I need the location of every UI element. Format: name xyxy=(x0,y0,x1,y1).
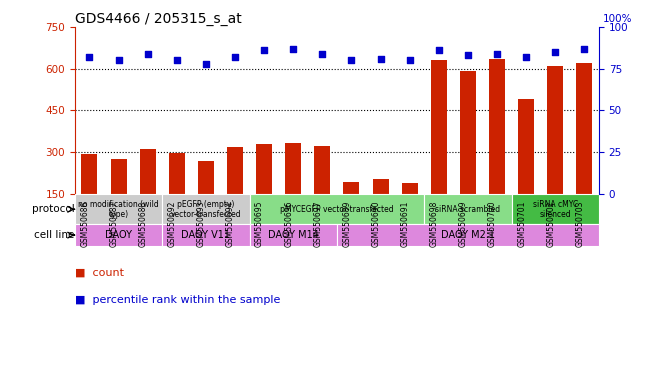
Point xyxy=(259,47,270,53)
Bar xyxy=(198,161,214,194)
Point xyxy=(376,56,386,62)
Point xyxy=(404,57,415,63)
Point xyxy=(201,61,211,67)
Bar xyxy=(169,153,185,194)
Point xyxy=(579,46,590,52)
Point xyxy=(230,54,240,60)
Bar xyxy=(162,225,249,246)
Point xyxy=(143,51,153,57)
Point xyxy=(434,47,444,53)
Point xyxy=(492,51,502,57)
Text: siRNA scrambled: siRNA scrambled xyxy=(436,205,501,214)
Text: no modification (wild
type): no modification (wild type) xyxy=(78,200,159,219)
Point xyxy=(84,54,94,60)
Text: ■  percentile rank within the sample: ■ percentile rank within the sample xyxy=(75,295,280,305)
Bar xyxy=(111,159,126,194)
Bar xyxy=(75,194,162,225)
Point xyxy=(550,49,561,55)
Bar xyxy=(518,99,534,194)
Bar xyxy=(372,179,389,194)
Bar xyxy=(256,144,272,194)
Text: DAOY M14: DAOY M14 xyxy=(268,230,318,240)
Bar xyxy=(81,154,98,194)
Bar xyxy=(431,60,447,194)
Bar xyxy=(337,225,599,246)
Bar xyxy=(512,194,599,225)
Point xyxy=(172,57,182,63)
Bar xyxy=(162,194,249,225)
Text: 100%: 100% xyxy=(603,14,633,24)
Point xyxy=(113,57,124,63)
Text: cell line: cell line xyxy=(34,230,74,240)
Text: pEGFP (empty)
vector-transfected: pEGFP (empty) vector-transfected xyxy=(171,200,241,219)
Bar xyxy=(489,59,505,194)
Text: GDS4466 / 205315_s_at: GDS4466 / 205315_s_at xyxy=(75,12,242,26)
Bar xyxy=(460,71,476,194)
Bar xyxy=(249,225,337,246)
Bar xyxy=(285,142,301,194)
Bar xyxy=(314,146,330,194)
Bar xyxy=(402,183,418,194)
Bar xyxy=(576,63,592,194)
Bar xyxy=(227,147,243,194)
Bar xyxy=(140,149,156,194)
Point xyxy=(346,57,357,63)
Text: DAOY V11: DAOY V11 xyxy=(182,230,230,240)
Text: siRNA cMYC
silenced: siRNA cMYC silenced xyxy=(533,200,578,219)
Text: protocol: protocol xyxy=(31,204,74,214)
Bar xyxy=(75,225,162,246)
Point xyxy=(288,46,298,52)
Bar xyxy=(249,194,424,225)
Bar xyxy=(344,182,359,194)
Point xyxy=(317,51,327,57)
Bar xyxy=(547,66,563,194)
Text: ■  count: ■ count xyxy=(75,268,124,278)
Text: DAOY M2.1: DAOY M2.1 xyxy=(441,230,495,240)
Text: pMYCEGFP vector-transfected: pMYCEGFP vector-transfected xyxy=(280,205,394,214)
Bar xyxy=(424,194,512,225)
Point xyxy=(521,54,531,60)
Text: DAOY: DAOY xyxy=(105,230,132,240)
Point xyxy=(463,52,473,58)
